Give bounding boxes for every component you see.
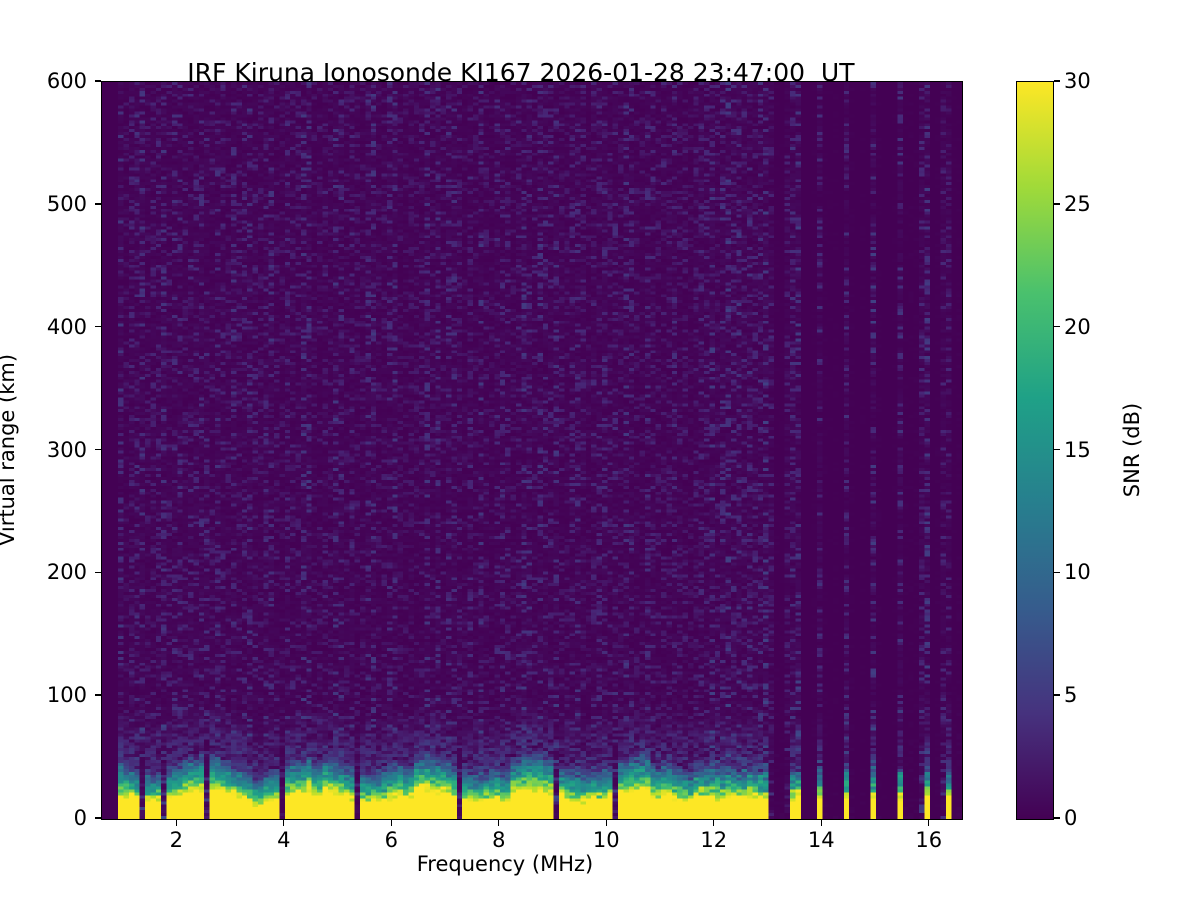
y-tick-mark (94, 203, 101, 205)
colorbar-tick-mark (1053, 448, 1060, 451)
y-tick-label: 100 (46, 683, 87, 708)
x-tick-label: 12 (700, 828, 728, 852)
ionogram-plot-area[interactable] (101, 81, 963, 820)
y-tick-mark (94, 694, 101, 696)
colorbar-tick-label: 5 (1064, 683, 1078, 708)
y-tick-mark (94, 325, 101, 328)
colorbar-tick-mark (1053, 694, 1060, 696)
x-tick-label: 10 (592, 828, 620, 852)
x-tick-label: 6 (384, 828, 398, 852)
y-tick-mark (94, 448, 101, 451)
colorbar-tick-mark (1053, 571, 1060, 574)
colorbar-tick-label: 15 (1064, 437, 1091, 462)
x-tick-mark (283, 819, 285, 826)
ionogram-canvas (102, 82, 962, 819)
y-tick-label: 300 (46, 437, 87, 462)
colorbar-tick-label: 20 (1064, 314, 1091, 339)
colorbar-tick-label: 0 (1064, 806, 1078, 830)
y-tick-label: 0 (73, 806, 87, 830)
colorbar-tick-mark (1053, 80, 1060, 82)
colorbar-tick-label: 25 (1064, 191, 1091, 216)
y-tick-mark (94, 571, 101, 574)
x-tick-mark (713, 819, 715, 826)
y-tick-mark (94, 80, 101, 82)
x-tick-label: 8 (492, 828, 506, 852)
x-tick-mark (498, 819, 500, 826)
colorbar-tick-mark (1053, 203, 1060, 205)
x-tick-mark (605, 819, 607, 826)
colorbar-gradient (1017, 82, 1053, 819)
x-tick-mark (820, 819, 822, 826)
x-tick-mark (928, 819, 930, 826)
x-tick-mark (175, 819, 177, 826)
colorbar-tick-label: 10 (1064, 560, 1091, 585)
y-tick-label: 400 (46, 314, 87, 339)
x-tick-label: 4 (277, 828, 291, 852)
x-tick-label: 16 (915, 828, 943, 852)
x-tick-label: 2 (169, 828, 183, 852)
colorbar[interactable] (1016, 81, 1054, 820)
ionogram-heatmap (102, 82, 962, 819)
x-tick-mark (390, 819, 392, 826)
x-axis-label: Frequency (MHz) (416, 852, 594, 876)
y-tick-label: 200 (46, 560, 87, 585)
y-tick-label: 500 (46, 191, 87, 216)
colorbar-tick-mark (1053, 325, 1060, 328)
y-axis-label: Virtual range (km) (0, 353, 19, 547)
colorbar-tick-label: 30 (1064, 69, 1091, 93)
colorbar-label: SNR (dB) (1120, 402, 1144, 498)
y-tick-mark (94, 817, 101, 819)
y-tick-label: 600 (46, 69, 87, 93)
x-tick-label: 14 (807, 828, 835, 852)
colorbar-tick-mark (1053, 817, 1060, 819)
